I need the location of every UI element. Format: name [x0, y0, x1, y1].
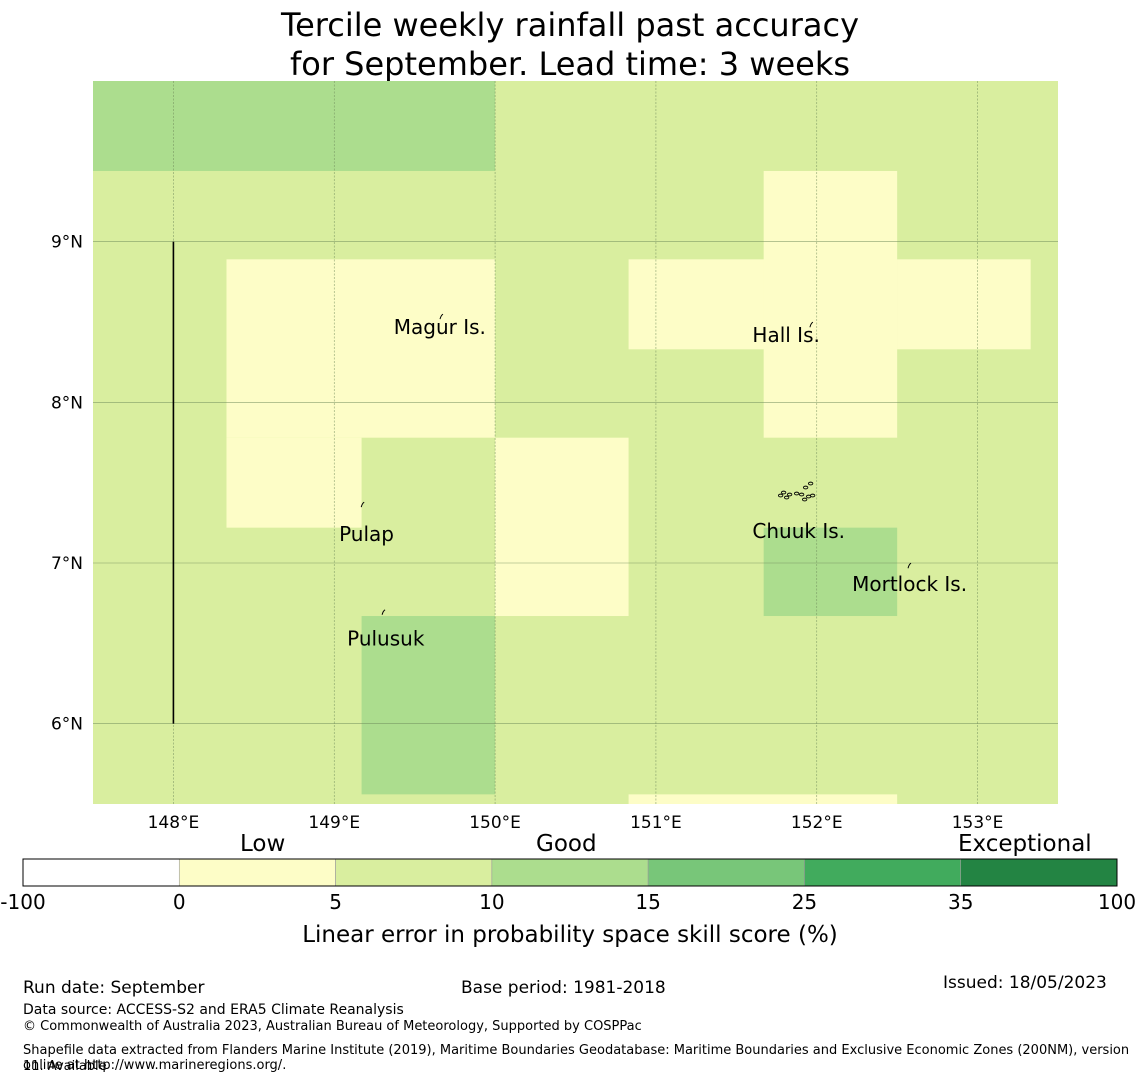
colorbar-category-good: Good — [536, 831, 597, 857]
colorbar-tick-label: 10 — [479, 890, 504, 914]
islet-shape — [793, 491, 800, 496]
copyright: © Commonwealth of Australia 2023, Austra… — [23, 1019, 642, 1034]
colorbar-tick-label: 100 — [1098, 890, 1136, 914]
colorbar-category-low: Low — [240, 831, 286, 857]
island-outline — [907, 562, 912, 569]
lat-tick-label: 7°N — [51, 554, 83, 574]
island-label: Pulusuk — [347, 627, 425, 651]
colorbar-segment — [647, 858, 805, 887]
map-cell-low — [495, 437, 629, 617]
island-outline — [439, 313, 444, 320]
islet-shape — [798, 492, 805, 497]
colorbar-category-exceptional: Exceptional — [958, 831, 1092, 857]
islet-shape — [809, 493, 816, 498]
map-cell-low — [226, 259, 496, 438]
lat-tick-label: 8°N — [51, 393, 83, 413]
islet-shape — [786, 492, 793, 497]
lon-tick-label: 152°E — [791, 813, 843, 833]
shapefile-credit-line-2: online at http://www.marineregions.org/. — [23, 1058, 287, 1073]
colorbar-tick-label: 15 — [635, 890, 660, 914]
island-label: Chuuk Is. — [752, 519, 845, 543]
lat-tick-label: 9°N — [51, 233, 83, 253]
islet-shape — [807, 481, 814, 486]
island-outline — [381, 609, 386, 615]
colorbar-frame — [22, 858, 1118, 887]
base-period: Base period: 1981-2018 — [461, 978, 666, 998]
shapefile-credit-line-1: Shapefile data extracted from Flanders M… — [23, 1043, 1130, 1074]
data-source: Data source: ACCESS-S2 and ERA5 Climate … — [23, 1002, 404, 1018]
lon-tick-label: 148°E — [148, 813, 200, 833]
islet-shape — [801, 497, 808, 502]
colorbar-segment — [22, 858, 180, 887]
run-date: Run date: September — [23, 978, 205, 998]
island-label: Magur Is. — [394, 315, 486, 339]
chart-title-line-1: Tercile weekly rainfall past accuracy — [280, 6, 859, 44]
island-outline-chuuk — [777, 481, 816, 502]
colorbar-segment — [804, 858, 962, 887]
map-cell-good_plus — [763, 527, 898, 617]
lon-tick-label: 150°E — [469, 813, 521, 833]
colorbar-segment — [178, 858, 336, 887]
colorbar-axis-label: Linear error in probability space skill … — [302, 922, 838, 948]
colorbar-tick-label: 5 — [329, 890, 342, 914]
island-label: Pulap — [339, 522, 394, 546]
colorbar-tick-label: 0 — [173, 890, 186, 914]
colorbar-segment — [335, 858, 493, 887]
islet-shape — [780, 490, 787, 495]
colorbar-tick-label: 35 — [948, 890, 973, 914]
island-outline — [360, 501, 365, 508]
island-label: Hall Is. — [752, 323, 819, 347]
island-outline — [809, 321, 814, 328]
map-cell-low — [628, 794, 898, 804]
chart-title-line-2: for September. Lead time: 3 weeks — [289, 45, 851, 83]
colorbar-segment — [491, 858, 649, 887]
islet-shape — [783, 495, 790, 500]
lat-tick-label: 6°N — [51, 715, 83, 735]
map-cell-good_plus — [361, 616, 496, 795]
map-cell-low — [763, 170, 898, 438]
issued-date: Issued: 18/05/2023 — [943, 973, 1107, 993]
island-label: Mortlock Is. — [852, 572, 967, 596]
islet-shape — [802, 485, 809, 490]
islet-shape — [777, 493, 784, 498]
lon-tick-label: 149°E — [308, 813, 360, 833]
map-cell-low — [226, 437, 362, 528]
lon-tick-label: 151°E — [630, 813, 682, 833]
colorbar-segment — [960, 858, 1118, 887]
colorbar-tick-label: 25 — [792, 890, 817, 914]
lon-tick-label: 153°E — [952, 813, 1004, 833]
colorbar-tick-label: -100 — [0, 890, 45, 914]
map-cell-good_plus — [93, 81, 496, 171]
